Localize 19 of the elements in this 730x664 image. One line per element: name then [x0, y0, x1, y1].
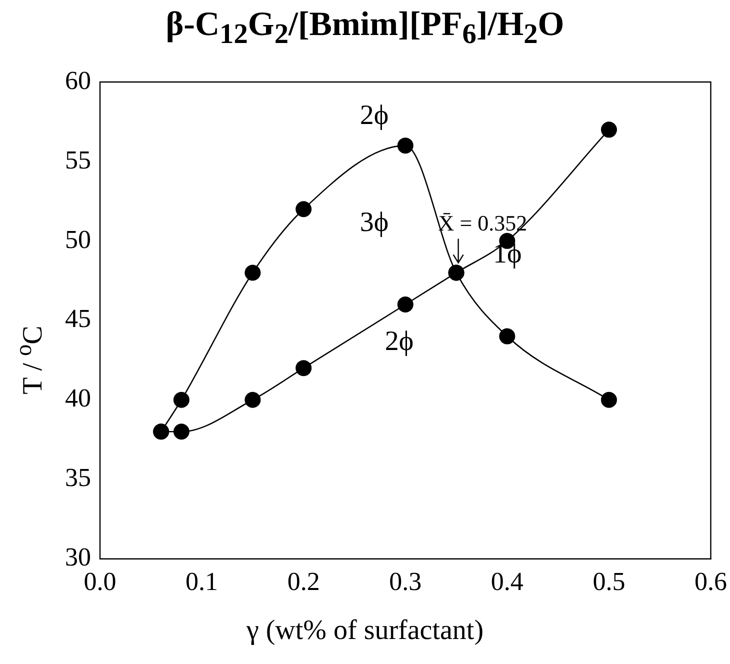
y-tick-label: 35	[65, 463, 91, 492]
chart-title: β-C$_{12}$G$_{2}$/[Bmim][PF$_{6}$]/H$_{2}$O	[166, 6, 564, 50]
y-tick-label: 40	[65, 384, 91, 413]
y-tick-label: 50	[65, 224, 91, 254]
x-tick-label: 0.2	[287, 567, 320, 596]
x-axis-title: γ (wt% of surfactant)	[245, 615, 485, 647]
annotation: 2ϕ	[384, 326, 414, 358]
x-tick-label: 0.3	[389, 567, 422, 596]
x-tick-label: 0.5	[592, 567, 626, 596]
y-tick-label: 55	[65, 145, 91, 174]
x-tick-label: 0.4	[490, 567, 524, 596]
annotation: X̄ = 0.352	[438, 210, 528, 236]
annotation: 1ϕ	[492, 238, 522, 270]
x-tick-label: 0.6	[694, 567, 727, 596]
annotation: 3ϕ	[360, 206, 389, 238]
annotation: 2ϕ	[360, 100, 389, 132]
y-tick-label: 45	[65, 304, 91, 334]
y-tick-label: 60	[65, 66, 91, 95]
x-tick-label: 0.1	[186, 567, 218, 596]
